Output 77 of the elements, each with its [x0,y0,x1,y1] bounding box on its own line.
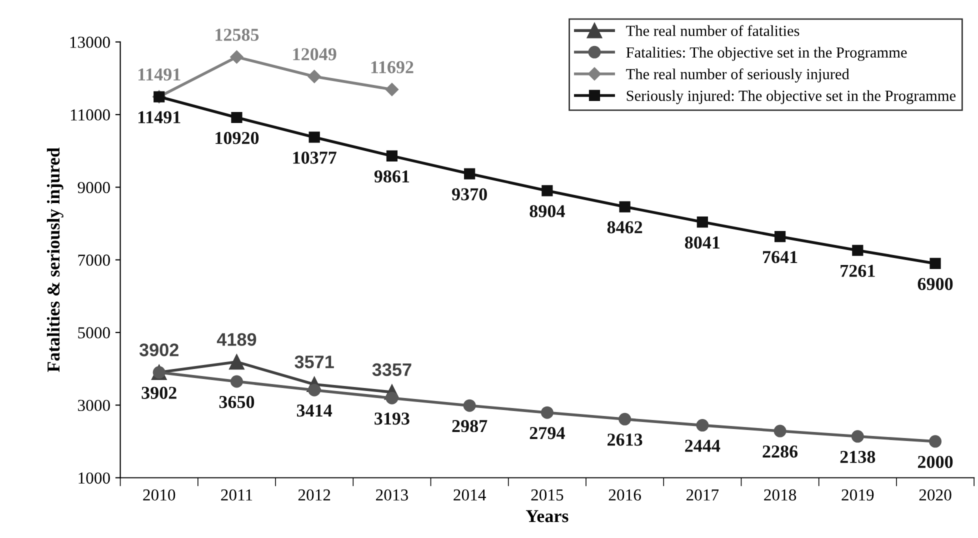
y-tick-label: 5000 [78,327,110,338]
x-tick-label: 2020 [919,489,952,501]
x-axis-title: Years [526,510,568,522]
data-label: 7641 [763,251,798,264]
point [229,354,244,370]
x-tick-label: 2012 [298,489,330,501]
data-label: 10920 [216,132,259,144]
legend-label: The real number of fatalities [626,25,800,36]
x-tick-label: 2017 [686,489,719,501]
point [308,70,321,84]
point [930,258,941,270]
data-label: 6900 [918,278,953,290]
x-tick-label: 2011 [221,489,252,501]
data-label: 9861 [374,170,410,183]
point [774,231,786,242]
legend-label: The real number of seriously injured [626,68,850,82]
point [308,132,320,143]
data-label: 8041 [684,236,720,249]
point [696,419,709,432]
legend-label: Fatalities: The objective set in the Programme [626,46,907,61]
data-label: 12585 [216,28,259,41]
y-tick-label: 13000 [70,36,110,48]
y-tick-label: 11000 [70,109,110,121]
x-tick-label: 2015 [531,489,564,501]
data-label: 3650 [219,396,254,408]
data-label: 4189 [216,333,256,346]
data-label: 2286 [762,445,798,458]
data-label: 12049 [293,48,336,60]
data-label: 2987 [452,420,488,432]
data-label: 2000 [918,456,953,468]
data-label: 2613 [608,434,642,446]
point [386,150,398,162]
data-label: 3193 [374,412,410,425]
data-label: 8904 [530,205,565,218]
data-label: 3414 [296,404,332,417]
point [464,168,476,180]
y-tick-label: 1000 [78,472,110,484]
data-label: 2444 [685,440,720,452]
x-tick-label: 2016 [608,489,641,501]
point [385,82,399,96]
point [230,50,244,64]
point [231,112,242,124]
point [540,406,554,419]
x-tick-label: 2014 [454,489,486,501]
data-label: 11692 [371,61,414,74]
data-label: 7261 [840,264,875,277]
point [774,424,786,438]
point [696,216,708,228]
x-tick-label: 2019 [842,489,874,501]
data-label: 8462 [607,221,642,234]
x-tick-label: 2010 [143,489,176,501]
data-label: 3902 [142,386,176,399]
legend-label: Seriously injured: The objective set in the Programme [626,90,956,104]
y-tick-label: 7000 [78,254,110,266]
x-tick-label: 2013 [376,489,408,501]
data-label: 2138 [840,450,876,464]
x-tick-label: 2018 [764,489,796,501]
data-label: 11491 [138,68,180,81]
point [618,412,632,426]
data-label: 3571 [294,356,334,368]
y-tick-label: 3000 [78,400,110,412]
point [230,375,243,388]
data-label: 2794 [530,427,565,440]
y-axis-title: Fatalities & seriously injured [46,148,64,372]
data-label: 11491 [138,111,180,124]
point [463,399,476,412]
data-label: 10377 [293,152,336,164]
point [308,384,321,396]
point [929,435,942,448]
point [542,185,553,196]
data-label: 3902 [139,344,178,356]
data-label: 9370 [452,188,487,200]
point [852,244,864,256]
y-tick-label: 9000 [78,182,110,194]
point [619,201,630,212]
data-label: 3357 [372,363,412,376]
point [851,430,864,443]
